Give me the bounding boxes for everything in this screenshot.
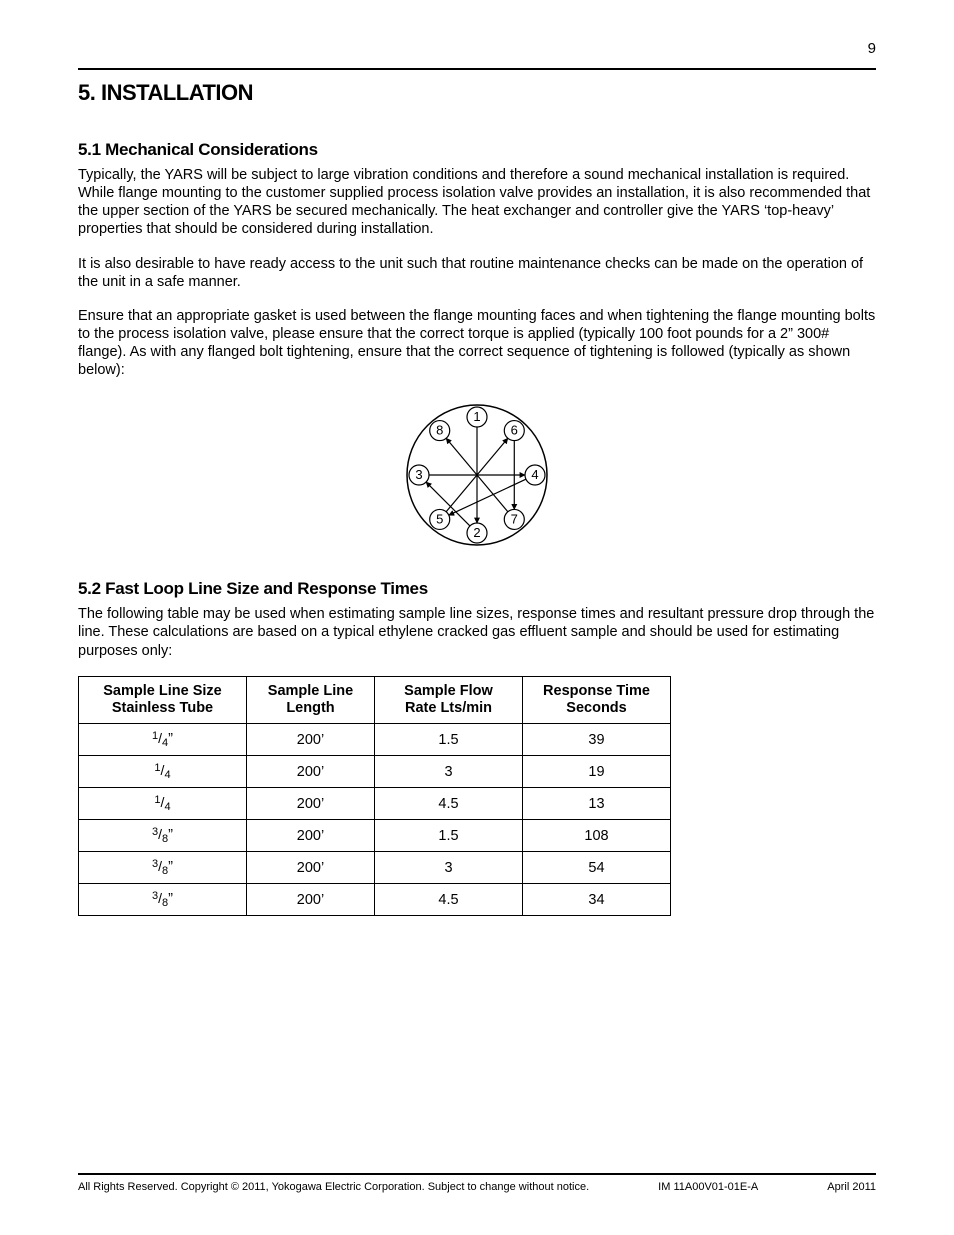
table-header: Sample Line SizeStainless Tube (79, 676, 247, 724)
table-row: 3/8”200’354 (79, 852, 671, 884)
table-row: 1/4”200’1.539 (79, 724, 671, 756)
cell-length: 200’ (247, 788, 375, 820)
cell-flow: 3 (375, 756, 523, 788)
cell-line-size: 3/8” (79, 884, 247, 916)
page-footer: All Rights Reserved. Copyright © 2011, Y… (78, 1173, 876, 1193)
cell-line-size: 1/4 (79, 788, 247, 820)
table-row: 3/8”200’1.5108 (79, 820, 671, 852)
cell-line-size: 3/8” (79, 852, 247, 884)
paragraph: The following table may be used when est… (78, 605, 876, 659)
footer-date: April 2011 (827, 1181, 876, 1193)
paragraph: It is also desirable to have ready acces… (78, 255, 876, 291)
cell-length: 200’ (247, 724, 375, 756)
cell-line-size: 1/4 (79, 756, 247, 788)
cell-flow: 4.5 (375, 788, 523, 820)
table-header: Sample LineLength (247, 676, 375, 724)
cell-flow: 1.5 (375, 820, 523, 852)
section-title: 5. INSTALLATION (78, 80, 876, 106)
subsection-5-2-heading: 5.2 Fast Loop Line Size and Response Tim… (78, 579, 876, 599)
subsection-5-1-heading: 5.1 Mechanical Considerations (78, 140, 876, 160)
footer-rule (78, 1173, 876, 1175)
page-number: 9 (868, 40, 876, 57)
paragraph: Typically, the YARS will be subject to l… (78, 166, 876, 239)
svg-text:7: 7 (511, 512, 518, 527)
cell-response: 13 (523, 788, 671, 820)
response-times-table: Sample Line SizeStainless TubeSample Lin… (78, 676, 671, 917)
svg-text:3: 3 (415, 467, 422, 482)
top-rule (78, 68, 876, 70)
cell-length: 200’ (247, 884, 375, 916)
cell-response: 19 (523, 756, 671, 788)
footer-copyright: All Rights Reserved. Copyright © 2011, Y… (78, 1181, 589, 1193)
paragraph: Ensure that an appropriate gasket is use… (78, 307, 876, 380)
cell-length: 200’ (247, 756, 375, 788)
footer-doc-id: IM 11A00V01-01E-A (658, 1181, 758, 1193)
svg-text:8: 8 (436, 423, 443, 438)
table-header: Sample FlowRate Lts/min (375, 676, 523, 724)
svg-text:4: 4 (531, 467, 538, 482)
svg-text:2: 2 (473, 525, 480, 540)
cell-response: 39 (523, 724, 671, 756)
svg-text:5: 5 (436, 512, 443, 527)
table-row: 3/8”200’4.534 (79, 884, 671, 916)
table-row: 1/4200’319 (79, 756, 671, 788)
cell-response: 108 (523, 820, 671, 852)
cell-length: 200’ (247, 852, 375, 884)
cell-flow: 1.5 (375, 724, 523, 756)
cell-line-size: 3/8” (79, 820, 247, 852)
cell-length: 200’ (247, 820, 375, 852)
cell-response: 54 (523, 852, 671, 884)
svg-text:6: 6 (511, 423, 518, 438)
svg-text:1: 1 (473, 409, 480, 424)
cell-line-size: 1/4” (79, 724, 247, 756)
table-row: 1/4200’4.513 (79, 788, 671, 820)
cell-flow: 3 (375, 852, 523, 884)
bolt-sequence-diagram: 1 2 3 4 5 6 7 8 (78, 395, 876, 555)
table-header: Response TimeSeconds (523, 676, 671, 724)
cell-response: 34 (523, 884, 671, 916)
cell-flow: 4.5 (375, 884, 523, 916)
